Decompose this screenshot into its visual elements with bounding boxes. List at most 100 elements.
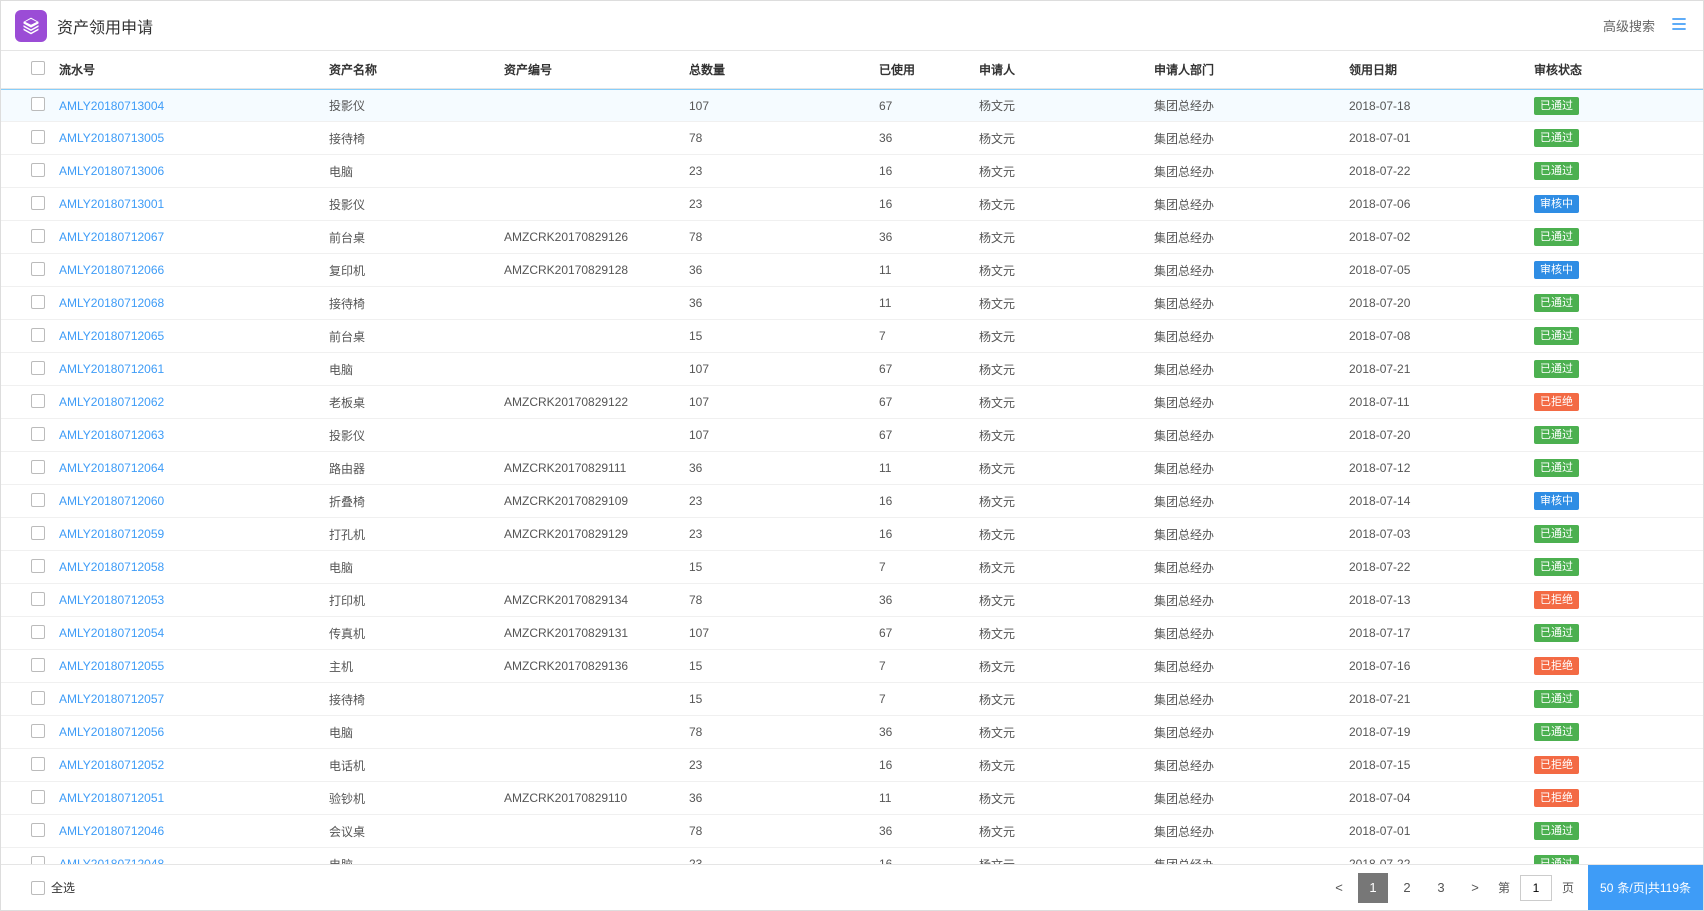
row-checkbox[interactable] (31, 592, 45, 606)
cell-serial[interactable]: AMLY20180712046 (59, 824, 329, 838)
row-checkbox[interactable] (31, 361, 45, 375)
col-header-date[interactable]: 领用日期 (1349, 61, 1534, 78)
pager-prev-button[interactable]: < (1324, 873, 1354, 903)
row-checkbox[interactable] (31, 526, 45, 540)
cell-serial[interactable]: AMLY20180712062 (59, 395, 329, 409)
select-all-checkbox-footer[interactable] (31, 881, 45, 895)
cell-serial[interactable]: AMLY20180712055 (59, 659, 329, 673)
cell-serial[interactable]: AMLY20180712066 (59, 263, 329, 277)
cell-serial[interactable]: AMLY20180713006 (59, 164, 329, 178)
list-view-icon[interactable] (1669, 14, 1689, 37)
row-checkbox[interactable] (31, 229, 45, 243)
row-checkbox[interactable] (31, 823, 45, 837)
select-all-label[interactable]: 全选 (51, 879, 75, 896)
cell-dept: 集团总经办 (1154, 724, 1349, 741)
table-row[interactable]: AMLY20180712058电脑157杨文元集团总经办2018-07-22已通… (1, 551, 1703, 584)
cell-date: 2018-07-16 (1349, 659, 1534, 673)
table-row[interactable]: AMLY20180712046会议桌7836杨文元集团总经办2018-07-01… (1, 815, 1703, 848)
cell-serial[interactable]: AMLY20180713004 (59, 99, 329, 113)
row-checkbox[interactable] (31, 427, 45, 441)
row-checkbox[interactable] (31, 658, 45, 672)
table-row[interactable]: AMLY20180712057接待椅157杨文元集团总经办2018-07-21已… (1, 683, 1703, 716)
cell-serial[interactable]: AMLY20180712068 (59, 296, 329, 310)
cell-dept: 集团总经办 (1154, 757, 1349, 774)
cell-serial[interactable]: AMLY20180712056 (59, 725, 329, 739)
cell-serial[interactable]: AMLY20180712064 (59, 461, 329, 475)
table-row[interactable]: AMLY20180712059打孔机AMZCRK201708291292316杨… (1, 518, 1703, 551)
table-row[interactable]: AMLY20180712053打印机AMZCRK201708291347836杨… (1, 584, 1703, 617)
col-header-asset-name[interactable]: 资产名称 (329, 61, 504, 78)
row-checkbox[interactable] (31, 328, 45, 342)
select-all-checkbox-header[interactable] (31, 61, 45, 75)
page-prefix-label: 第 (1492, 879, 1516, 896)
cell-total: 107 (689, 362, 879, 376)
row-checkbox[interactable] (31, 559, 45, 573)
table-row[interactable]: AMLY20180712067前台桌AMZCRK201708291267836杨… (1, 221, 1703, 254)
col-header-serial[interactable]: 流水号 (59, 61, 329, 78)
pager-next-button[interactable]: > (1460, 873, 1490, 903)
cell-serial[interactable]: AMLY20180713001 (59, 197, 329, 211)
col-header-asset-code[interactable]: 资产编号 (504, 61, 689, 78)
pager-page-button[interactable]: 1 (1358, 873, 1388, 903)
table-row[interactable]: AMLY20180713004投影仪10767杨文元集团总经办2018-07-1… (1, 89, 1703, 122)
pager-page-button[interactable]: 3 (1426, 873, 1456, 903)
table-row[interactable]: AMLY20180712055主机AMZCRK20170829136157杨文元… (1, 650, 1703, 683)
table-row[interactable]: AMLY20180712060折叠椅AMZCRK201708291092316杨… (1, 485, 1703, 518)
cell-serial[interactable]: AMLY20180712052 (59, 758, 329, 772)
table-row[interactable]: AMLY20180712048电脑2316杨文元集团总经办2018-07-22已… (1, 848, 1703, 864)
row-checkbox[interactable] (31, 196, 45, 210)
cell-serial[interactable]: AMLY20180712053 (59, 593, 329, 607)
table-row[interactable]: AMLY20180712062老板桌AMZCRK2017082912210767… (1, 386, 1703, 419)
table-row[interactable]: AMLY20180712061电脑10767杨文元集团总经办2018-07-21… (1, 353, 1703, 386)
table-row[interactable]: AMLY20180712064路由器AMZCRK201708291113611杨… (1, 452, 1703, 485)
table-row[interactable]: AMLY20180712056电脑7836杨文元集团总经办2018-07-19已… (1, 716, 1703, 749)
row-checkbox[interactable] (31, 262, 45, 276)
row-checkbox[interactable] (31, 460, 45, 474)
pager-page-button[interactable]: 2 (1392, 873, 1422, 903)
pager-info[interactable]: 50 条/页 | 共119条 (1588, 865, 1703, 910)
cell-used: 7 (879, 329, 979, 343)
col-header-used[interactable]: 已使用 (879, 61, 979, 78)
row-checkbox[interactable] (31, 130, 45, 144)
table-row[interactable]: AMLY20180712065前台桌157杨文元集团总经办2018-07-08已… (1, 320, 1703, 353)
cell-serial[interactable]: AMLY20180713005 (59, 131, 329, 145)
table-row[interactable]: AMLY20180712063投影仪10767杨文元集团总经办2018-07-2… (1, 419, 1703, 452)
cell-serial[interactable]: AMLY20180712059 (59, 527, 329, 541)
page-number-input[interactable] (1520, 875, 1552, 901)
col-header-status[interactable]: 审核状态 (1534, 61, 1654, 78)
row-checkbox[interactable] (31, 295, 45, 309)
cell-serial[interactable]: AMLY20180712067 (59, 230, 329, 244)
cell-serial[interactable]: AMLY20180712061 (59, 362, 329, 376)
row-checkbox[interactable] (31, 724, 45, 738)
table-row[interactable]: AMLY20180713001投影仪2316杨文元集团总经办2018-07-06… (1, 188, 1703, 221)
row-checkbox[interactable] (31, 97, 45, 111)
cell-serial[interactable]: AMLY20180712057 (59, 692, 329, 706)
cell-serial[interactable]: AMLY20180712048 (59, 857, 329, 864)
col-header-applicant[interactable]: 申请人 (979, 61, 1154, 78)
table-row[interactable]: AMLY20180712051验钞机AMZCRK201708291103611杨… (1, 782, 1703, 815)
row-checkbox[interactable] (31, 691, 45, 705)
cell-serial[interactable]: AMLY20180712058 (59, 560, 329, 574)
cell-serial[interactable]: AMLY20180712054 (59, 626, 329, 640)
footer-left: 全选 (31, 879, 1322, 896)
col-header-total[interactable]: 总数量 (689, 61, 879, 78)
row-checkbox[interactable] (31, 625, 45, 639)
cell-serial[interactable]: AMLY20180712060 (59, 494, 329, 508)
table-row[interactable]: AMLY20180712054传真机AMZCRK2017082913110767… (1, 617, 1703, 650)
row-checkbox[interactable] (31, 757, 45, 771)
cell-serial[interactable]: AMLY20180712063 (59, 428, 329, 442)
table-row[interactable]: AMLY20180713006电脑2316杨文元集团总经办2018-07-22已… (1, 155, 1703, 188)
row-checkbox[interactable] (31, 856, 45, 865)
cell-serial[interactable]: AMLY20180712051 (59, 791, 329, 805)
table-row[interactable]: AMLY20180713005接待椅7836杨文元集团总经办2018-07-01… (1, 122, 1703, 155)
col-header-dept[interactable]: 申请人部门 (1154, 61, 1349, 78)
table-row[interactable]: AMLY20180712066复印机AMZCRK201708291283611杨… (1, 254, 1703, 287)
cell-serial[interactable]: AMLY20180712065 (59, 329, 329, 343)
row-checkbox[interactable] (31, 163, 45, 177)
table-row[interactable]: AMLY20180712052电话机2316杨文元集团总经办2018-07-15… (1, 749, 1703, 782)
row-checkbox[interactable] (31, 493, 45, 507)
table-row[interactable]: AMLY20180712068接待椅3611杨文元集团总经办2018-07-20… (1, 287, 1703, 320)
advanced-search-link[interactable]: 高级搜索 (1603, 16, 1655, 35)
row-checkbox[interactable] (31, 790, 45, 804)
row-checkbox[interactable] (31, 394, 45, 408)
